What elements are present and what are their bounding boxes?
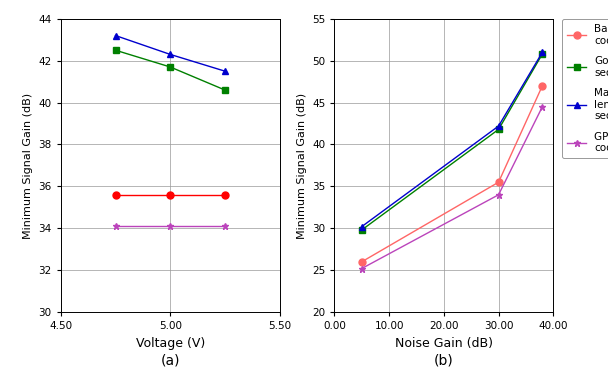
Text: (b): (b)	[434, 353, 454, 367]
Legend: Barker
code, Gold
sequence, Max
length
sequence, GPS C/A
code: Barker code, Gold sequence, Max length s…	[562, 19, 608, 158]
Text: (a): (a)	[161, 353, 180, 367]
Y-axis label: Minimum Signal Gain (dB): Minimum Signal Gain (dB)	[297, 92, 306, 238]
X-axis label: Voltage (V): Voltage (V)	[136, 337, 205, 350]
X-axis label: Noise Gain (dB): Noise Gain (dB)	[395, 337, 493, 350]
Y-axis label: Minimum Signal Gain (dB): Minimum Signal Gain (dB)	[23, 92, 33, 238]
